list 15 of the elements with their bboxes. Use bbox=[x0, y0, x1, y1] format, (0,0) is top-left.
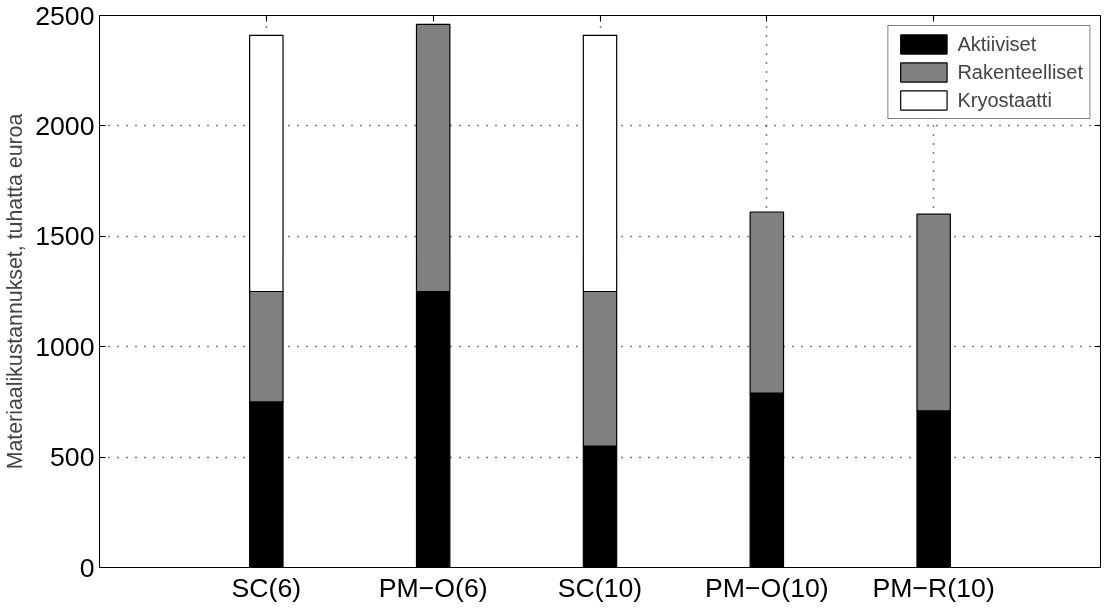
x-tick-label: SC(10) bbox=[557, 572, 643, 603]
y-axis-title: Materiaalikustannukset, tuhatta euroa bbox=[3, 113, 28, 470]
x-tick-label: SC(6) bbox=[231, 572, 302, 603]
y-tick-label: 500 bbox=[50, 442, 95, 473]
legend-label: Rakenteelliset bbox=[957, 60, 1083, 84]
y-tick-label: 0 bbox=[79, 552, 95, 583]
y-tick-label: 2500 bbox=[35, 0, 95, 31]
x-tick-label: PM−O(6) bbox=[378, 572, 488, 603]
y-tick-label: 2000 bbox=[35, 110, 95, 141]
y-tick-label: 1000 bbox=[35, 331, 95, 362]
y-tick-label: 1500 bbox=[35, 221, 95, 252]
x-tick-label: PM−R(10) bbox=[872, 572, 995, 603]
legend-label: Kryostaatti bbox=[957, 88, 1052, 112]
x-tick-label: PM−O(10) bbox=[704, 572, 829, 603]
legend-label: Aktiiviset bbox=[957, 32, 1037, 56]
